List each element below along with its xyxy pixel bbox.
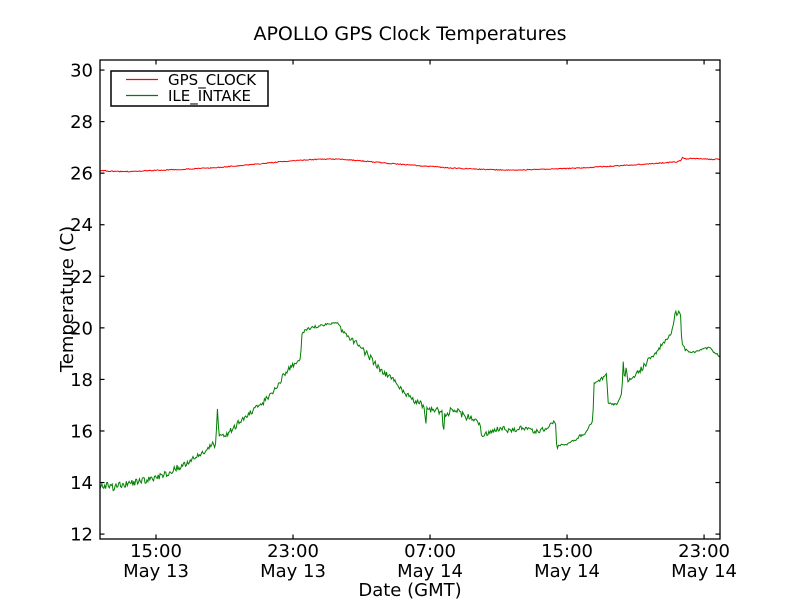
series-line-gps-clock — [100, 156, 720, 173]
plot-frame — [99, 59, 721, 540]
y-tick-label: 28 — [70, 112, 93, 133]
x-tick-label-date: May 14 — [671, 561, 737, 582]
series-line-ile-intake — [100, 309, 720, 492]
y-tick-label: 12 — [70, 525, 93, 546]
x-tick-label-time: 15:00 — [541, 541, 593, 562]
y-axis-label: Temperature (C) — [57, 226, 78, 373]
x-tick-label-date: May 14 — [397, 561, 463, 582]
x-tick-label-date: May 13 — [260, 561, 326, 582]
x-tick-label-time: 15:00 — [130, 541, 182, 562]
chart-title: APOLLO GPS Clock Temperatures — [253, 23, 566, 45]
y-tick-label: 14 — [70, 473, 93, 494]
series-layer — [100, 156, 720, 492]
x-tick-label-time: 23:00 — [267, 541, 319, 562]
legend-label-ile-intake: ILE_INTAKE — [168, 87, 251, 106]
legend-label-gps-clock: GPS_CLOCK — [168, 71, 257, 90]
y-tick-label: 26 — [70, 164, 93, 185]
x-tick-label-time: 23:00 — [678, 541, 730, 562]
y-tick-label: 30 — [70, 61, 93, 82]
y-tick-label: 24 — [70, 215, 93, 236]
x-tick-label-date: May 13 — [123, 561, 189, 582]
y-tick-label: 18 — [70, 370, 93, 391]
x-tick-label-date: May 14 — [534, 561, 600, 582]
y-tick-label: 22 — [70, 267, 93, 288]
y-tick-label: 20 — [70, 318, 93, 339]
y-tick-label: 16 — [70, 421, 93, 442]
x-axis-label: Date (GMT) — [358, 580, 461, 600]
legend-box — [110, 70, 269, 107]
x-tick-label-time: 07:00 — [404, 541, 456, 562]
